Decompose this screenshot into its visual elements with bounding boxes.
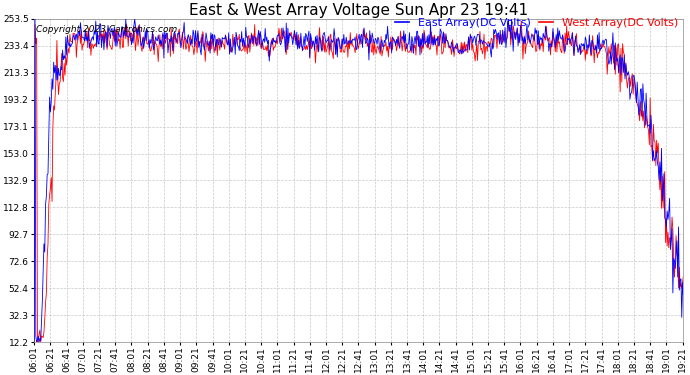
Legend: East Array(DC Volts), West Array(DC Volts): East Array(DC Volts), West Array(DC Volt… — [395, 18, 678, 28]
Title: East & West Array Voltage Sun Apr 23 19:41: East & West Array Voltage Sun Apr 23 19:… — [189, 3, 529, 18]
Text: Copyright 2023 Cartronics.com: Copyright 2023 Cartronics.com — [35, 26, 177, 34]
